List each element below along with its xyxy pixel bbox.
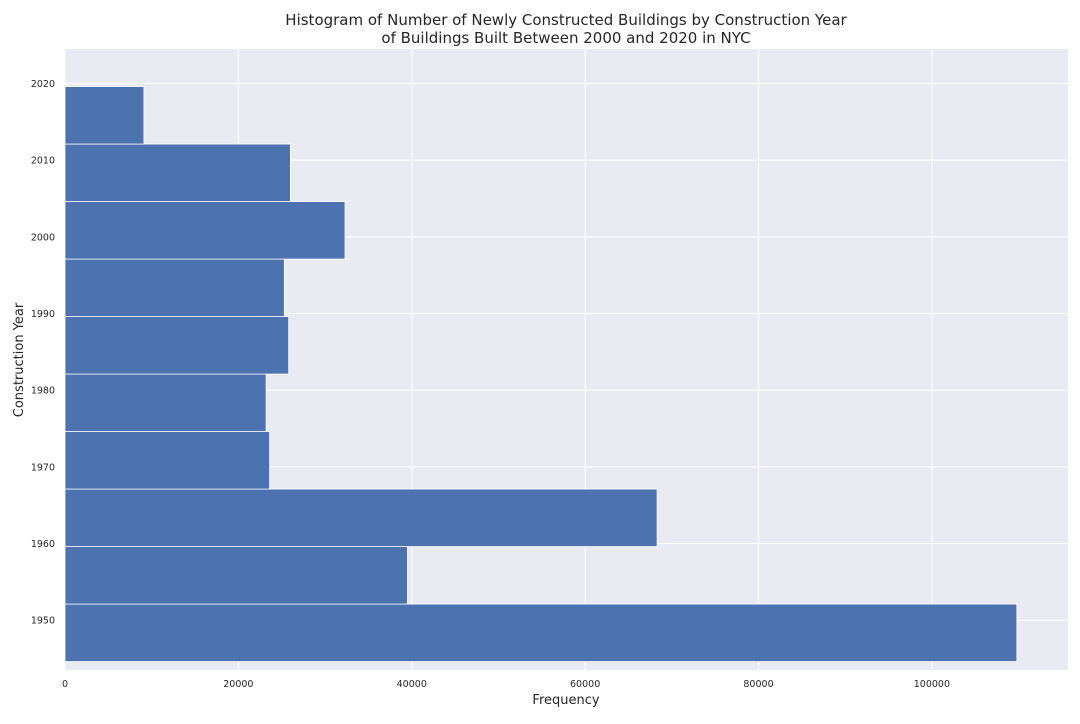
histogram-bar bbox=[64, 488, 658, 547]
x-tick-label: 60000 bbox=[570, 679, 600, 690]
histogram-bar bbox=[64, 86, 145, 145]
y-tick-label: 2000 bbox=[31, 232, 55, 243]
histogram-bar bbox=[64, 258, 285, 317]
y-axis-ticks: 1950 1960 1970 1980 1990 2000 2010 2020 bbox=[31, 79, 55, 627]
chart-title-line-1: Histogram of Number of Newly Constructed… bbox=[285, 11, 847, 29]
x-tick-label: 40000 bbox=[397, 679, 427, 690]
histogram-bars bbox=[64, 86, 1018, 662]
chart-title-line-2: of Buildings Built Between 2000 and 2020… bbox=[381, 29, 750, 47]
histogram-bar bbox=[64, 546, 408, 605]
y-tick-label: 2020 bbox=[31, 79, 55, 90]
y-tick-label: 1960 bbox=[31, 539, 55, 550]
histogram-bar bbox=[64, 201, 346, 260]
x-tick-label: 80000 bbox=[743, 679, 773, 690]
y-axis-label: Construction Year bbox=[12, 302, 27, 417]
histogram-bar bbox=[64, 373, 267, 432]
y-tick-label: 2010 bbox=[31, 156, 55, 167]
x-tick-label: 20000 bbox=[223, 679, 253, 690]
histogram-bar bbox=[64, 143, 291, 202]
histogram-bar bbox=[64, 316, 290, 375]
y-tick-label: 1990 bbox=[31, 309, 55, 320]
y-tick-label: 1980 bbox=[31, 386, 55, 397]
x-axis-ticks: 0 20000 40000 60000 80000 100000 bbox=[62, 679, 950, 690]
x-axis-label: Frequency bbox=[532, 693, 599, 708]
y-tick-label: 1970 bbox=[31, 462, 55, 473]
y-tick-label: 1950 bbox=[31, 616, 55, 627]
histogram-bar bbox=[64, 431, 270, 490]
x-tick-label: 0 bbox=[62, 679, 68, 690]
histogram-bar bbox=[64, 603, 1018, 662]
x-tick-label: 100000 bbox=[914, 679, 950, 690]
